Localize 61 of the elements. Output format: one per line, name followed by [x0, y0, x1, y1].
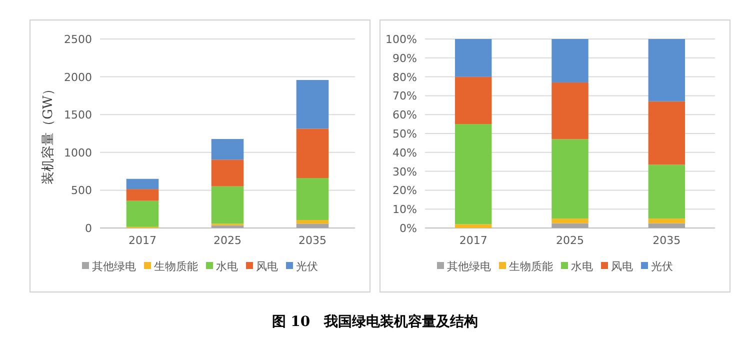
bar	[648, 223, 686, 228]
y-tick-label: 60%	[392, 108, 417, 122]
y-axis-title: 装机容量（GW）	[40, 82, 56, 184]
x-tick-label: 2035	[652, 234, 681, 247]
legend-label: 生物质能	[509, 260, 553, 273]
bar	[454, 124, 492, 224]
legend-label: 光伏	[651, 260, 673, 273]
y-tick-label: 70%	[392, 90, 417, 103]
bar	[552, 139, 588, 219]
bar	[552, 223, 588, 228]
bar	[296, 224, 329, 228]
bar	[211, 186, 244, 224]
legend-label: 其他绿电	[92, 260, 136, 273]
y-tick-label: 80%	[392, 70, 417, 84]
bar	[211, 225, 244, 228]
bar	[454, 76, 492, 124]
y-tick-label: 2000	[64, 70, 92, 84]
y-tick-label: 90%	[392, 52, 417, 65]
bar	[552, 39, 588, 82]
legend-label: 生物质能	[154, 260, 198, 273]
bar	[296, 80, 329, 129]
legend-label: 风电	[611, 260, 633, 273]
bar	[552, 82, 588, 140]
legend-label: 水电	[571, 260, 593, 273]
y-tick-label: 10%	[392, 203, 417, 216]
bar	[648, 218, 686, 224]
y-tick-label: 20%	[392, 184, 417, 198]
bar	[126, 200, 159, 227]
bar	[648, 164, 686, 219]
x-tick-label: 2035	[298, 234, 326, 247]
bar	[648, 39, 686, 102]
x-tick-label: 2017	[459, 234, 488, 247]
bar	[648, 101, 686, 165]
y-tick-label: 1500	[64, 108, 92, 122]
y-tick-label: 30%	[392, 165, 417, 178]
y-tick-label: 40%	[392, 146, 417, 160]
y-tick-label: 1000	[64, 146, 92, 160]
bar	[454, 39, 492, 77]
y-tick-label: 0	[85, 222, 92, 235]
y-tick-label: 2500	[64, 33, 92, 46]
bar	[126, 178, 159, 190]
bar	[296, 128, 329, 178]
bar	[211, 139, 244, 160]
legend-label: 光伏	[296, 260, 318, 273]
x-tick-label: 2025	[556, 234, 584, 247]
y-tick-label: 100%	[386, 33, 417, 46]
bar	[552, 218, 588, 224]
caption: 图 10 我国绿电装机容量及结构	[272, 313, 478, 330]
legend-label: 其他绿电	[447, 260, 491, 273]
y-tick-label: 0%	[400, 222, 417, 235]
x-tick-label: 2025	[214, 234, 242, 247]
y-tick-label: 500	[71, 184, 92, 198]
bar	[126, 189, 159, 201]
bar	[454, 224, 492, 228]
bar	[211, 160, 244, 186]
bar	[296, 178, 329, 220]
x-tick-label: 2017	[128, 234, 156, 247]
bar	[296, 220, 329, 224]
legend-label: 水电	[216, 260, 238, 273]
legend-label: 风电	[256, 260, 278, 273]
y-tick-label: 50%	[392, 128, 417, 140]
